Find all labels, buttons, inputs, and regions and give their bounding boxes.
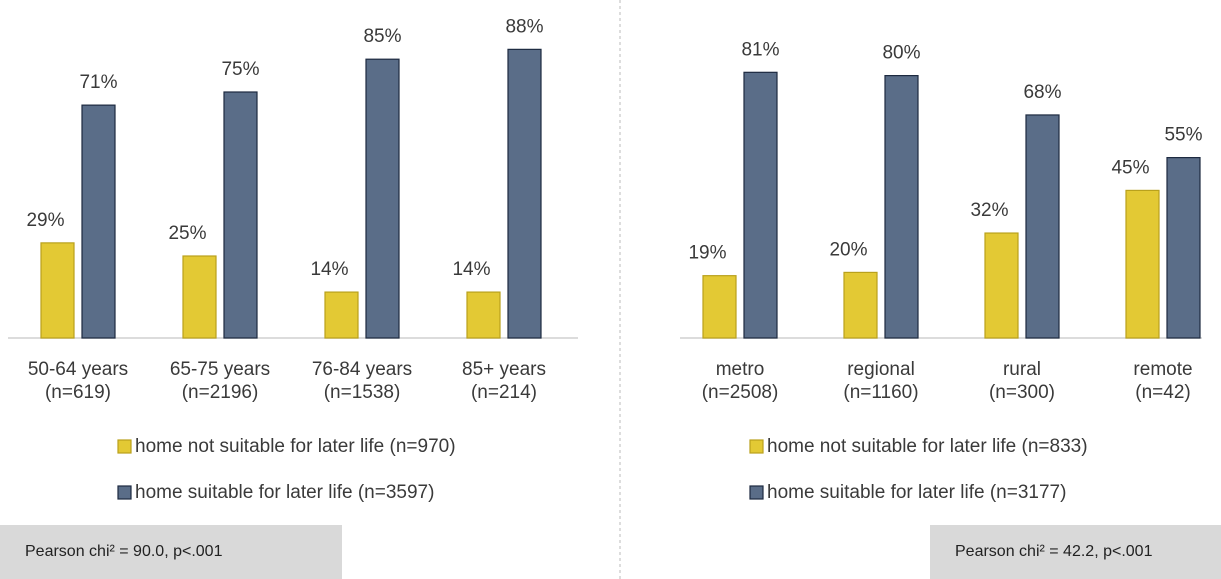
bar [884, 74, 919, 339]
bar [223, 91, 258, 339]
data-label: 85% [363, 26, 401, 47]
legend-label: home not suitable for later life (n=970) [135, 436, 456, 457]
annotation-box [0, 525, 342, 579]
legend-swatch [117, 485, 132, 500]
bar [507, 48, 542, 339]
bar [466, 291, 501, 339]
x-tick-label: 65-75 years [170, 359, 270, 380]
bar [843, 271, 878, 339]
x-tick-label: rural [1003, 359, 1041, 380]
bar [743, 71, 778, 339]
legend-label: home not suitable for later life (n=833) [767, 436, 1088, 457]
data-label: 25% [168, 223, 206, 244]
x-tick-label: 76-84 years [312, 359, 412, 380]
legend-swatch [749, 439, 764, 454]
bar [40, 242, 75, 339]
data-label: 81% [741, 39, 779, 60]
bar [81, 104, 116, 339]
legend-label: home suitable for later life (n=3597) [135, 482, 434, 503]
bar [984, 232, 1019, 339]
x-tick-label: (n=300) [989, 382, 1055, 403]
data-label: 32% [970, 200, 1008, 221]
bar [702, 275, 737, 339]
x-tick-label: 50-64 years [28, 359, 128, 380]
x-tick-label: (n=42) [1135, 382, 1190, 403]
legend-swatch [749, 485, 764, 500]
data-label: 19% [688, 243, 726, 264]
data-label: 68% [1023, 82, 1061, 103]
data-label: 20% [829, 239, 867, 260]
legend-label: home suitable for later life (n=3177) [767, 482, 1066, 503]
bar [182, 255, 217, 339]
annotation-box [930, 525, 1221, 579]
x-tick-label: (n=1160) [843, 382, 918, 403]
bar [324, 291, 359, 339]
bar [1166, 157, 1201, 339]
data-label: 88% [505, 16, 543, 37]
annotation: Pearson chi² = 90.0, p<.001 [25, 543, 223, 560]
data-label: 75% [221, 59, 259, 80]
data-label: 71% [79, 72, 117, 93]
legend-swatch [117, 439, 132, 454]
data-label: 80% [882, 43, 920, 64]
data-label: 29% [26, 210, 64, 231]
x-tick-label: 85+ years [462, 359, 546, 380]
x-tick-label: (n=214) [471, 382, 537, 403]
annotation: Pearson chi² = 42.2, p<.001 [955, 543, 1153, 560]
data-label: 45% [1111, 157, 1149, 178]
data-label: 14% [452, 259, 490, 280]
bar [1025, 114, 1060, 339]
x-tick-label: remote [1133, 359, 1192, 380]
x-tick-label: metro [716, 359, 765, 380]
x-tick-label: (n=2508) [702, 382, 779, 403]
data-label: 14% [310, 259, 348, 280]
bar [1125, 189, 1160, 339]
x-tick-label: (n=619) [45, 382, 111, 403]
x-tick-label: regional [847, 359, 915, 380]
bar [365, 58, 400, 339]
x-tick-label: (n=2196) [182, 382, 259, 403]
x-tick-label: (n=1538) [324, 382, 401, 403]
data-label: 55% [1164, 125, 1202, 146]
